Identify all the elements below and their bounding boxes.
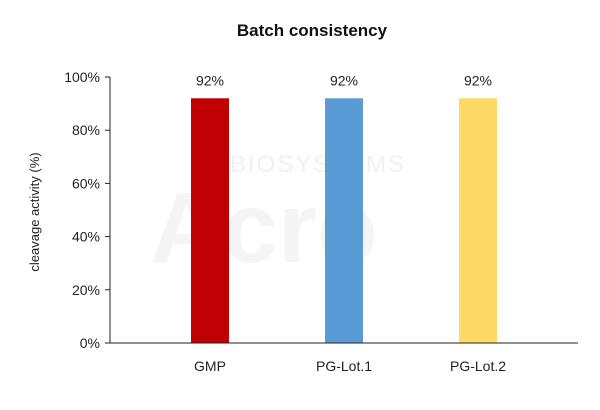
data-label: 92% [330, 72, 358, 88]
y-tick-label: 80% [72, 122, 100, 138]
x-axis-categories: GMP PG-Lot.1 PG-Lot.2 [194, 358, 506, 374]
bars [191, 98, 497, 343]
bar-pg-lot-2 [459, 98, 497, 343]
data-label: 92% [464, 72, 492, 88]
y-tick-label: 40% [72, 229, 100, 245]
x-category-label: PG-Lot.1 [316, 358, 372, 374]
y-axis-ticks: 0% 20% 40% 60% 80% 100% [64, 69, 110, 351]
watermark: BIOSYSTEMS Acro [150, 151, 406, 284]
y-tick-label: 100% [64, 69, 100, 85]
data-labels: 92% 92% 92% [196, 72, 492, 88]
y-tick-label: 60% [72, 175, 100, 191]
bar-gmp [191, 98, 229, 343]
data-label: 92% [196, 72, 224, 88]
y-tick-label: 0% [80, 335, 100, 351]
y-axis-label: cleavage activity (%) [27, 152, 42, 271]
x-category-label: PG-Lot.2 [450, 358, 506, 374]
watermark-biosystems: BIOSYSTEMS [230, 151, 406, 178]
chart-title: Batch consistency [237, 21, 388, 40]
x-category-label: GMP [194, 358, 226, 374]
y-tick-label: 20% [72, 282, 100, 298]
bar-pg-lot-1 [325, 98, 363, 343]
